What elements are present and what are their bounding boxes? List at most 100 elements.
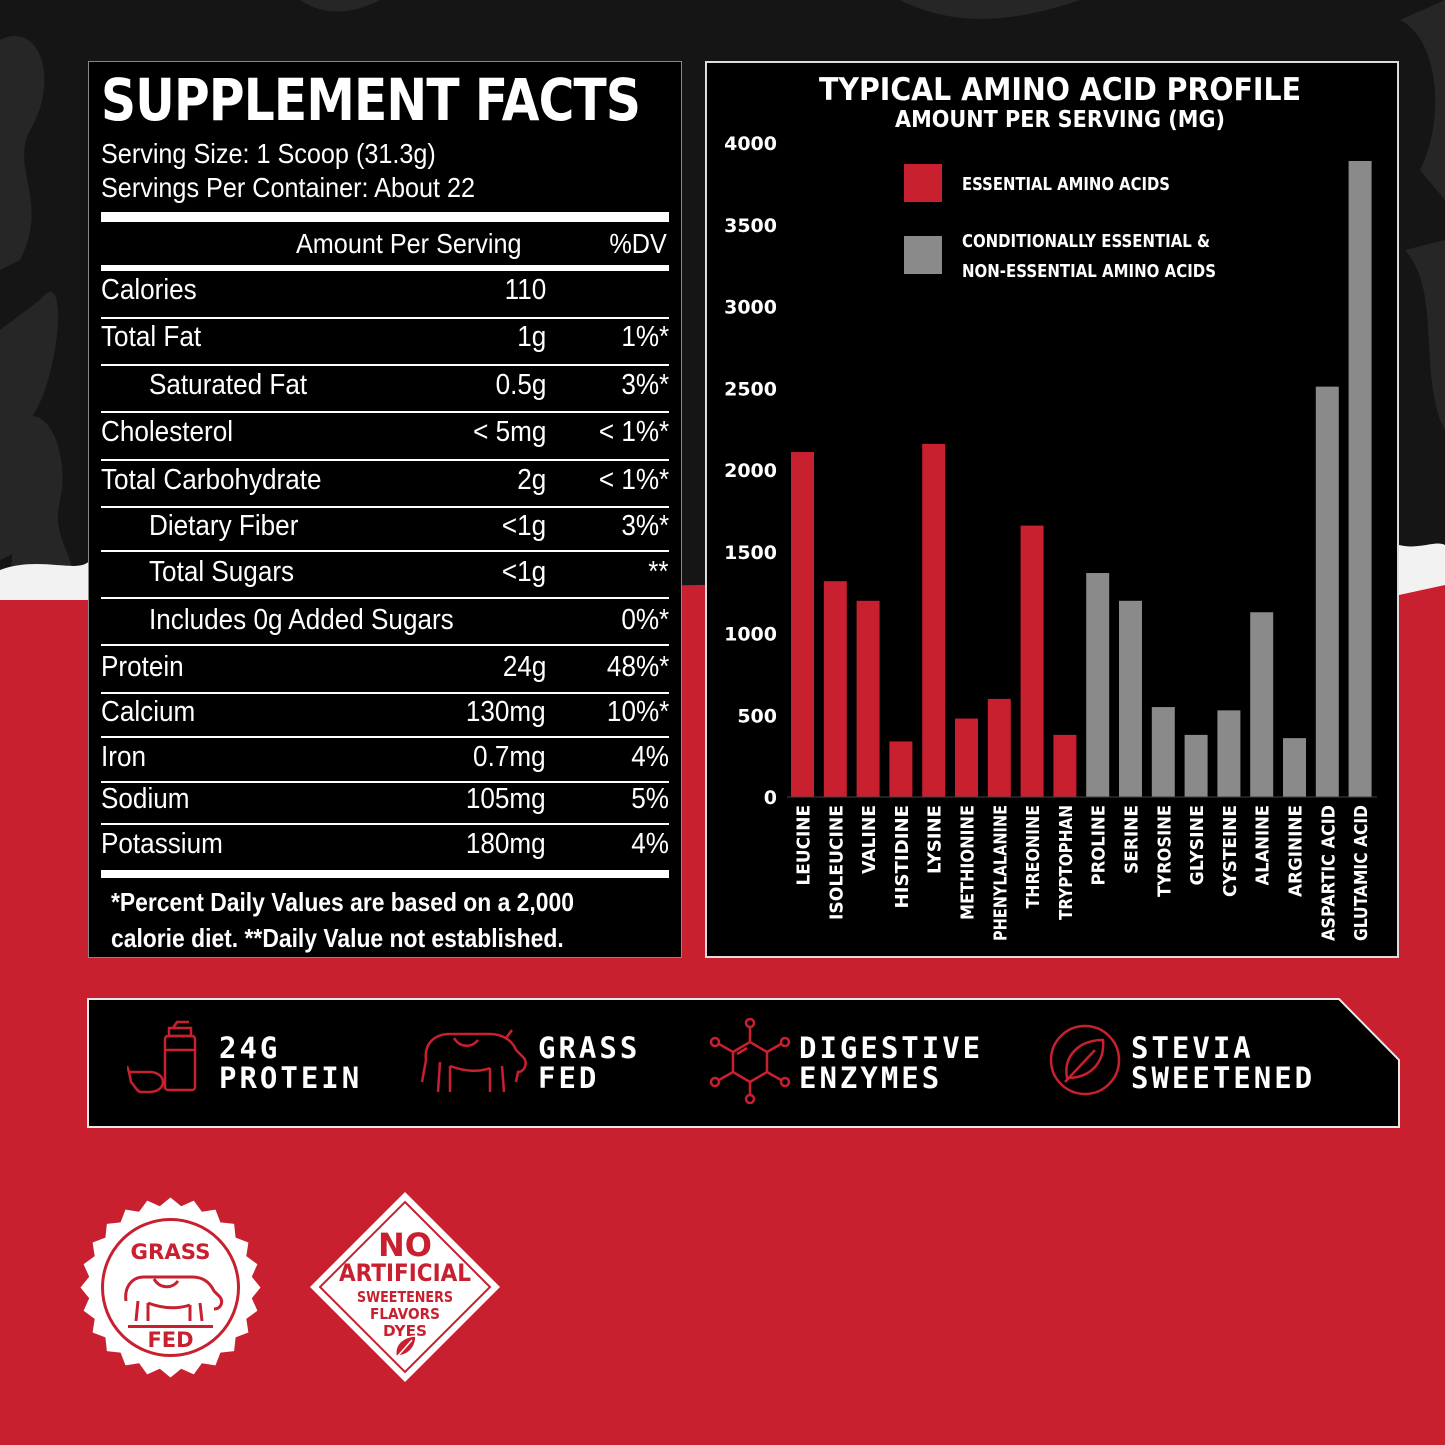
x-tick-label: ASPARTIC ACID [1318,805,1339,941]
nutrient-dv: ** [648,556,669,588]
nutrient-dv: 5% [631,783,669,815]
nutrient-dv: 4% [631,828,669,860]
bar-glysine [1184,734,1208,797]
nutrient-amount: 110 [504,274,546,306]
header-divider [101,265,669,271]
bar-tryptophan [1053,734,1077,797]
feature-stevia-sweetened-line2: SWEETENED [1131,1061,1316,1095]
nutrient-amount: 105mg [466,783,546,815]
nutrient-dv: < 1%* [598,416,669,448]
chart-title: TYPICAL AMINO ACID PROFILE [819,72,1301,108]
x-tick-label: THREONINE [1023,805,1044,909]
nutrient-dv: < 1%* [598,464,669,496]
x-tick-label: METHIONINE [958,805,979,920]
x-tick-label: GLUTAMIC ACID [1351,805,1372,941]
nutrient-dv: 3%* [621,369,669,401]
row-divider [101,781,669,783]
chart-subtitle: AMOUNT PER SERVING (MG) [895,107,1225,133]
bar-proline [1086,573,1110,797]
row-divider [101,506,669,508]
row-divider [101,364,669,366]
no-badge-line2: ARTIFICIAL [339,1259,471,1287]
nutrient-name: Total Carbohydrate [101,464,322,496]
legend-essential-label: ESSENTIAL AMINO ACIDS [962,174,1170,195]
nutrient-name: Calcium [101,696,196,728]
y-tick-label: 1000 [724,624,777,646]
nutrient-amount: <1g [501,510,546,542]
nutrient-name: Sodium [101,783,190,815]
y-tick-label: 2000 [724,460,777,482]
no-badge-line4: FLAVORS [370,1305,440,1323]
bar-methionine [955,718,978,797]
molecule-icon [709,1018,791,1104]
servings-per-container: Servings Per Container: About 22 [101,172,476,203]
feature-protein-line2: PROTEIN [219,1061,363,1095]
nutrient-dv: 0%* [621,604,669,636]
feature-stevia-sweetened-line1: STEVIA [1131,1031,1254,1065]
nutrient-dv: 48%* [606,651,669,683]
thick-divider [101,212,669,222]
row-divider [101,692,669,694]
row-divider [101,823,669,825]
bar-valine [856,600,880,797]
legend-nonessential-label-2: NON-ESSENTIAL AMINO ACIDS [962,261,1216,282]
badge-divider [128,1325,213,1328]
bar-aspartic-acid [1315,386,1339,797]
nutrient-dv: 10%* [606,696,669,728]
nutrient-name: Calories [101,274,197,306]
x-tick-label: PROLINE [1089,805,1110,886]
nutrient-amount: 2g [516,464,546,496]
no-badge-line5: DYES [383,1322,427,1340]
nutrient-name: Potassium [101,828,223,860]
row-divider [101,459,669,461]
bar-cysteine [1217,710,1241,797]
feature-grass-fed-line2: FED [538,1061,600,1095]
bar-glutamic-acid [1348,160,1372,798]
bar-tyrosine [1151,707,1175,797]
x-tick-label: SERINE [1122,805,1143,874]
nutrient-name: Protein [101,651,184,683]
legend-essential-swatch [904,164,942,202]
nutrient-amount: 1g [516,321,546,353]
feature-protein-line1: 24G [219,1031,281,1065]
row-divider [101,317,669,319]
bar-lysine [922,443,946,797]
row-divider [101,644,669,646]
no-badge-line3: SWEETENERS [357,1288,453,1306]
nutrient-dv: 1%* [621,321,669,353]
row-divider [101,550,669,552]
row-divider [101,411,669,413]
nutrient-name: Iron [101,741,146,773]
y-tick-label: 4000 [724,133,777,155]
no-badge-line1: NO [378,1226,432,1264]
header-amount: Amount Per Serving [296,228,522,259]
footnote-line-1: *Percent Daily Values are based on a 2,0… [111,887,574,917]
x-tick-label: TYROSINE [1154,805,1175,897]
x-tick-label: PHENYLALANINE [990,805,1011,941]
nutrient-amount: 24g [502,651,546,683]
cow-icon [420,1029,527,1093]
y-tick-label: 2500 [724,378,777,400]
x-tick-label: LEUCINE [794,805,815,886]
row-divider [101,597,669,599]
y-tick-label: 1500 [724,542,777,564]
row-divider [101,736,669,738]
x-tick-label: ARGININE [1286,805,1307,897]
x-tick-label: CYSTEINE [1220,805,1241,897]
grass-badge-top-text: GRASS [131,1240,211,1264]
header-dv: %DV [609,228,667,259]
bar-threonine [1020,525,1044,797]
x-tick-label: VALINE [859,805,880,874]
x-tick-label: HISTIDINE [892,805,913,909]
features-bar: 24G PROTEIN GRASS FED [87,998,1401,1128]
x-tick-label: GLYSINE [1187,805,1208,886]
feature-digestive-enzymes-line2: ENZYMES [799,1061,943,1095]
nutrient-name: Total Fat [101,321,202,353]
bar-histidine [889,741,913,797]
nutrient-name: Cholesterol [101,416,234,448]
bar-serine [1119,600,1142,797]
y-tick-label: 3500 [724,215,777,237]
bar-arginine [1283,738,1306,797]
no-badge-leaf-icon [395,1335,417,1359]
feature-digestive-enzymes-line1: DIGESTIVE [799,1031,984,1065]
